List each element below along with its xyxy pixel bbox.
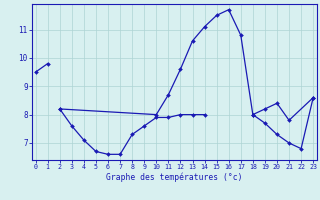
X-axis label: Graphe des températures (°c): Graphe des températures (°c) (106, 173, 243, 182)
